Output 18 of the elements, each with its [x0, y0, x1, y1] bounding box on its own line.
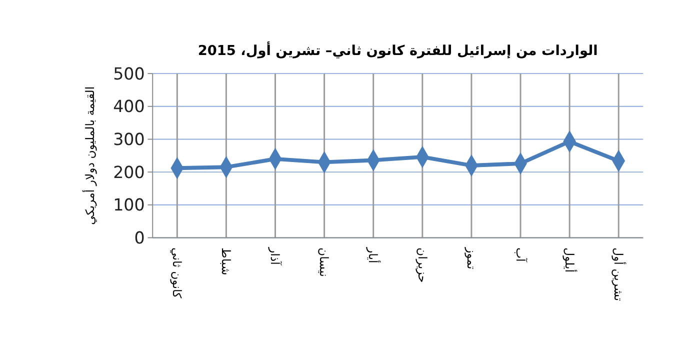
y-tick-label: 500 [113, 64, 145, 84]
y-tick-label: 200 [113, 162, 145, 182]
x-tick-label: تشرين أول [612, 247, 627, 302]
y-tick-label: 300 [113, 130, 145, 150]
x-tick-label: أيار [366, 246, 382, 264]
x-tick-label: حزيران [415, 247, 430, 283]
y-tick-label: 400 [113, 97, 145, 116]
x-tick-label: آذار [268, 246, 282, 266]
x-tick-label: شباط [219, 247, 234, 276]
x-tick-label: نيسان [317, 247, 332, 277]
chart-title: الواردات من إسرائيل للفترة كانون ثاني– تشرين أول، 2015 [198, 40, 598, 59]
x-tick-label: كانون ثاني [170, 247, 184, 299]
y-axis-title: القيمة بالمليون دولار أمريكي [82, 86, 97, 225]
y-tick-label: 100 [113, 196, 145, 215]
x-tick-label: أيلول [562, 247, 578, 272]
x-tick-label: تموز [464, 246, 478, 270]
y-tick-label: 0 [134, 228, 145, 248]
x-tick-label: آب [513, 247, 528, 263]
